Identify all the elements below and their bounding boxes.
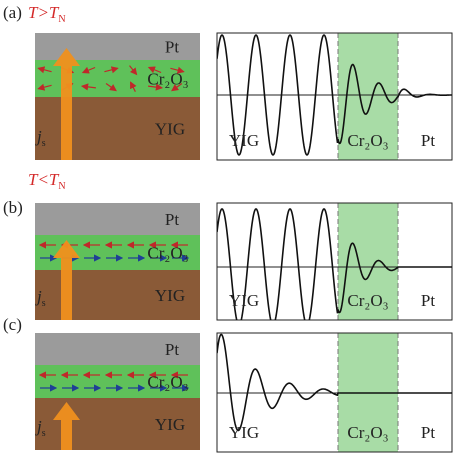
- layer-label: YIG: [155, 415, 185, 434]
- figure: (a)T>TNPtCr₂O₃YIGjsYIGCr₂O₃Pt(b)T<TNPtCr…: [0, 0, 454, 456]
- layer-label: Cr₂O₃: [147, 373, 188, 392]
- condition-text: T>T: [28, 3, 60, 22]
- region-label: Pt: [421, 423, 435, 442]
- layer-label: YIG: [155, 286, 185, 305]
- region-label: Cr₂O₃: [347, 423, 388, 442]
- layer-label: Pt: [165, 38, 179, 57]
- current-subscript: s: [42, 138, 46, 149]
- condition-subscript: N: [58, 181, 65, 192]
- region-label: YIG: [229, 423, 259, 442]
- condition: T>TN: [28, 3, 66, 25]
- layer-label: YIG: [155, 120, 185, 139]
- wave: [217, 335, 452, 431]
- layer-label: Pt: [165, 340, 179, 359]
- region-label: YIG: [229, 131, 259, 150]
- region-label: Cr₂O₃: [347, 291, 388, 310]
- current-subscript: s: [42, 298, 46, 309]
- region-label: YIG: [229, 291, 259, 310]
- condition: T<TN: [28, 170, 66, 192]
- panel-label: (c): [3, 315, 22, 334]
- region-label: Pt: [421, 291, 435, 310]
- layer-label: Pt: [165, 210, 179, 229]
- condition-text: T<T: [28, 170, 60, 189]
- current-subscript: s: [42, 428, 46, 439]
- condition-subscript: N: [58, 14, 65, 25]
- layer-label: Cr₂O₃: [147, 70, 188, 89]
- region-label: Cr₂O₃: [347, 131, 388, 150]
- panel-label: (a): [3, 3, 22, 22]
- layer-label: Cr₂O₃: [147, 244, 188, 263]
- panel-label: (b): [3, 198, 23, 217]
- region-label: Pt: [421, 131, 435, 150]
